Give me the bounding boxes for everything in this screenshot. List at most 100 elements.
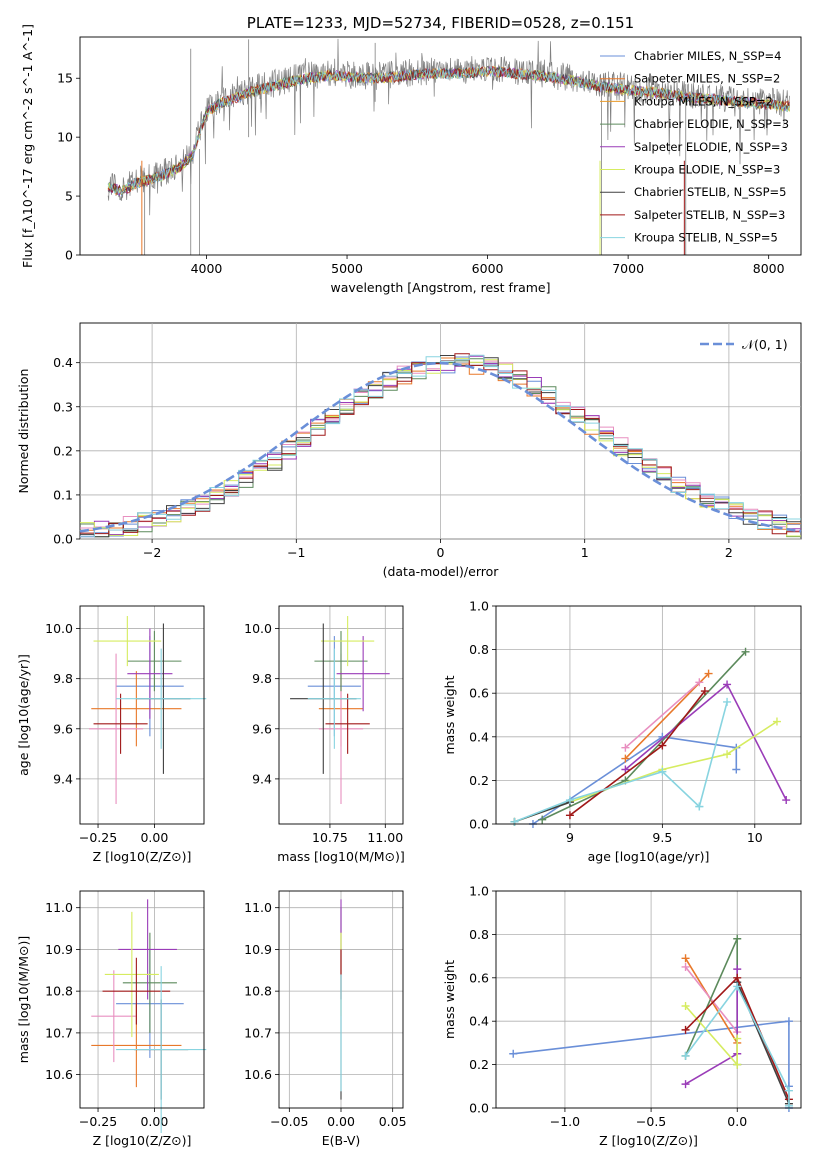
grid-lines xyxy=(279,606,403,824)
y-tick-label: 10.0 xyxy=(244,621,272,636)
x-axis-label: age [log10(age/yr)] xyxy=(588,849,710,864)
weight-line xyxy=(541,651,747,821)
grid-lines xyxy=(496,605,801,825)
axes-frame xyxy=(79,605,205,825)
legend-entry: Salpeter STELIB, N_SSP=3 xyxy=(634,208,785,222)
y-tick-label: 0.2 xyxy=(53,443,73,458)
x-tick-label: 2 xyxy=(725,545,733,560)
x-tick-label: 7000 xyxy=(612,261,644,276)
x-tick-label: 10.75 xyxy=(312,830,348,845)
y-tick-label: 0 xyxy=(65,248,73,263)
weight-marker xyxy=(509,1049,518,1058)
weight-marker xyxy=(695,678,704,687)
y-tick-label: 5 xyxy=(65,189,73,204)
x-axis-label: wavelength [Angstrom, rest frame] xyxy=(330,280,550,295)
y-tick-label: 11.0 xyxy=(244,900,272,915)
weight-marker xyxy=(784,1086,793,1095)
x-tick-label: 6000 xyxy=(472,261,504,276)
y-tick-label: 0.8 xyxy=(469,642,489,657)
x-tick-label: 10 xyxy=(747,830,763,845)
spectrum-legend: Chabrier MILES, N_SSP=4 Salpeter MILES, N… xyxy=(600,49,789,245)
weight-marker xyxy=(733,934,742,943)
y-tick-label: 15 xyxy=(57,71,73,86)
x-tick-label: −0.05 xyxy=(270,1114,308,1129)
y-tick-label: 9.8 xyxy=(53,671,73,686)
y-tick-label: 0.6 xyxy=(469,686,489,701)
y-tick-label: 9.6 xyxy=(252,721,272,736)
x-tick-label: 9 xyxy=(566,830,574,845)
y-tick-label: 0.4 xyxy=(469,1014,489,1029)
z-age-panel: −0.25 0.00 9.4 9.6 9.8 10.0 Z [log10(Z/Z⊙)] age… xyxy=(16,605,207,864)
weight-marker xyxy=(700,687,709,696)
weight-marker xyxy=(733,973,742,982)
y-tick-label: 10.6 xyxy=(244,1067,272,1082)
weight-line xyxy=(684,1005,738,1067)
x-axis-label: E(B-V) xyxy=(322,1133,361,1148)
x-tick-label: 1 xyxy=(581,545,589,560)
axes-frame xyxy=(495,890,802,1109)
residuals-panel: −2 −1 0 1 2 0.0 0.1 0.2 0.3 0.4 (data-model)/error… xyxy=(16,322,802,579)
spectrum-title: PLATE=1233, MJD=52734, FIBERID=0528, z=0… xyxy=(247,14,634,32)
y-tick-label: 1.0 xyxy=(469,884,489,899)
weight-marker xyxy=(621,754,630,763)
x-tick-label: −1 xyxy=(287,545,305,560)
y-tick-label: 0.6 xyxy=(469,970,489,985)
mass-age-panel: 10.75 11.00 9.4 9.6 9.8 10.0 mass [log10(M/M⊙)… xyxy=(244,605,405,864)
y-tick-label: 10.0 xyxy=(45,621,73,636)
x-tick-label: 8000 xyxy=(753,261,785,276)
spectrum-plot-area xyxy=(107,38,790,255)
weight-marker xyxy=(681,1002,690,1011)
legend-entry: Chabrier MILES, N_SSP=4 xyxy=(634,49,781,63)
ebv-mass-panel: −0.05 0.00 0.05 10.6 10.7 10.8 10.9 11.0 E(B-V) xyxy=(244,890,407,1148)
y-tick-label: 9.4 xyxy=(53,771,73,786)
y-tick-label: 9.8 xyxy=(252,671,272,686)
weight-marker xyxy=(772,717,781,726)
model-line-7 xyxy=(107,65,790,195)
weight-marker xyxy=(723,697,732,706)
age-weight-panel: 9 9.5 10 0.0 0.2 0.4 0.6 0.8 1.0 age [log10(age/y… xyxy=(442,599,802,864)
y-tick-label: 10 xyxy=(57,130,73,145)
weight-marker xyxy=(782,796,791,805)
legend-entry: Kroupa ELODIE, N_SSP=3 xyxy=(634,163,780,177)
y-tick-label: 0.0 xyxy=(53,532,73,547)
x-tick-label: −1.0 xyxy=(550,1114,580,1129)
x-tick-label: 9.5 xyxy=(652,830,672,845)
y-tick-label: 0.2 xyxy=(469,1057,489,1072)
legend-entry: Kroupa STELIB, N_SSP=5 xyxy=(634,231,778,245)
weight-line xyxy=(532,735,738,825)
legend-entry: Salpeter MILES, N_SSP=2 xyxy=(634,72,780,86)
x-axis-label: mass [log10(M/M⊙)] xyxy=(277,849,405,864)
y-axis-label: Flux [f_λ10^-17 erg cm^-2 s^-1 A^-1] xyxy=(20,24,35,268)
x-tick-label: −0.5 xyxy=(636,1114,666,1129)
x-tick-label: 0.00 xyxy=(140,830,168,845)
y-tick-label: 0.0 xyxy=(469,817,489,832)
weight-marker xyxy=(681,1025,690,1034)
legend-entry: Chabrier STELIB, N_SSP=5 xyxy=(634,185,786,199)
y-axis-label: age [log10(age/yr)] xyxy=(16,654,31,776)
y-tick-label: 10.8 xyxy=(45,984,73,999)
axes-frame xyxy=(79,890,205,1109)
x-axis-label: (data-model)/error xyxy=(383,564,500,579)
x-tick-label: −2 xyxy=(143,545,161,560)
y-tick-label: 10.9 xyxy=(244,942,272,957)
weight-line xyxy=(684,966,738,1033)
model-line-9 xyxy=(107,65,790,195)
x-tick-label: −0.25 xyxy=(79,830,117,845)
y-axis-label: mass weight xyxy=(442,960,457,1039)
normal-curve xyxy=(79,361,802,533)
x-axis-label: Z [log10(Z/Z⊙)] xyxy=(93,849,192,864)
x-tick-label: 0 xyxy=(437,545,445,560)
x-tick-label: 0.00 xyxy=(327,1114,355,1129)
weight-marker xyxy=(681,1080,690,1089)
y-tick-label: 10.8 xyxy=(244,984,272,999)
y-tick-label: 1.0 xyxy=(469,599,489,614)
grid-lines xyxy=(496,890,801,1109)
weight-marker xyxy=(681,1051,690,1060)
weight-marker xyxy=(733,1060,742,1069)
weight-marker xyxy=(658,741,667,750)
x-axis-label: Z [log10(Z/Z⊙)] xyxy=(599,1133,698,1148)
legend-entry: Salpeter ELODIE, N_SSP=3 xyxy=(634,140,788,154)
y-tick-label: 10.7 xyxy=(244,1025,272,1040)
axes-frame xyxy=(495,605,802,825)
